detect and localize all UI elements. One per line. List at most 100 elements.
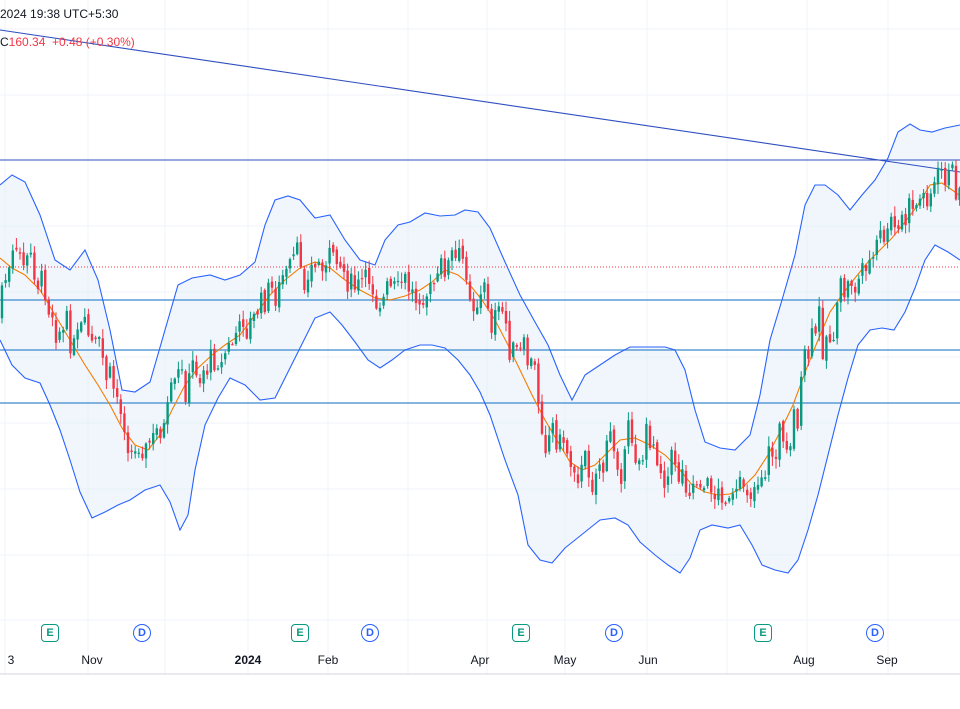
candle <box>220 353 223 374</box>
candle <box>890 212 893 236</box>
earnings-icon[interactable]: E <box>41 624 59 642</box>
candle <box>854 282 857 303</box>
candle <box>180 359 184 375</box>
candle <box>15 238 18 252</box>
candle <box>609 422 612 444</box>
candle <box>803 345 806 383</box>
candle <box>623 445 626 489</box>
earnings-icon[interactable]: E <box>291 624 309 642</box>
candle <box>947 163 950 190</box>
candle <box>738 470 742 492</box>
candle <box>321 259 324 281</box>
candle <box>310 256 313 288</box>
candle <box>375 289 378 310</box>
candle <box>562 430 565 452</box>
candle <box>684 465 688 497</box>
candle <box>850 279 853 295</box>
candle <box>494 302 497 341</box>
candle <box>339 256 342 269</box>
candle <box>836 301 839 345</box>
candle <box>670 446 673 484</box>
candle <box>108 362 112 379</box>
candle <box>875 235 878 261</box>
candle <box>537 358 540 414</box>
candle <box>868 250 871 275</box>
header-datetime: 2024 19:38 UTC+5:30 <box>0 7 119 21</box>
candle <box>731 488 734 506</box>
candle <box>72 334 76 357</box>
bollinger-upper-band <box>0 123 960 451</box>
x-tick-label: May <box>553 653 577 667</box>
candle <box>83 308 86 325</box>
candle <box>490 303 493 339</box>
candle <box>627 412 630 454</box>
candle <box>270 276 274 294</box>
dividend-icon[interactable]: D <box>605 624 623 642</box>
candle <box>764 470 767 481</box>
earnings-icon[interactable]: E <box>754 624 772 642</box>
candle <box>749 487 752 508</box>
candle <box>940 162 943 179</box>
close-label: C <box>0 35 9 49</box>
candle <box>584 449 587 470</box>
candle <box>65 305 68 331</box>
bollinger-band-fill <box>0 124 960 573</box>
candle <box>699 479 702 490</box>
candle <box>51 304 54 327</box>
x-tick-label: 2024 <box>234 653 262 667</box>
candle <box>695 480 698 488</box>
candle <box>195 355 198 378</box>
candle <box>396 271 400 287</box>
candle <box>785 432 788 454</box>
candle <box>119 394 122 424</box>
candle <box>720 481 724 510</box>
candle <box>929 188 932 213</box>
candle <box>616 448 619 476</box>
candle <box>569 445 572 477</box>
candle <box>245 319 248 340</box>
candle <box>954 159 958 201</box>
candle <box>558 428 562 453</box>
close-value: 160.34 <box>8 35 46 49</box>
candle <box>173 377 176 390</box>
candle <box>504 301 508 332</box>
candle <box>821 300 824 361</box>
candle <box>587 444 590 487</box>
candle <box>274 281 277 311</box>
candle <box>281 269 284 289</box>
bollinger-lower-band <box>0 244 960 574</box>
candle <box>605 435 608 473</box>
candle <box>634 434 637 465</box>
dividend-icon[interactable]: D <box>866 624 884 642</box>
price-change-pct: (+0.30%) <box>85 35 135 49</box>
dividend-icon[interactable]: D <box>133 624 151 642</box>
x-tick-label: Nov <box>81 653 103 667</box>
candle <box>706 476 709 489</box>
candle <box>98 335 101 347</box>
candle <box>216 365 220 371</box>
candle <box>141 446 144 461</box>
candle <box>404 271 407 290</box>
candle <box>663 461 666 498</box>
candle <box>90 325 94 343</box>
x-tick-label: Jun <box>638 653 658 667</box>
candle <box>681 460 684 487</box>
candle <box>742 477 745 493</box>
candle <box>602 459 605 482</box>
candle <box>0 282 4 324</box>
candle <box>76 322 79 349</box>
candle <box>213 343 216 372</box>
candle <box>389 276 392 288</box>
candle <box>62 326 65 343</box>
candle <box>922 189 925 209</box>
candle <box>796 407 799 432</box>
candle <box>641 455 644 465</box>
candle <box>155 424 158 440</box>
candle <box>296 236 299 256</box>
candle <box>238 314 241 342</box>
candle <box>414 281 418 311</box>
dividend-icon[interactable]: D <box>361 624 379 642</box>
earnings-icon[interactable]: E <box>512 624 530 642</box>
candle <box>209 339 212 381</box>
